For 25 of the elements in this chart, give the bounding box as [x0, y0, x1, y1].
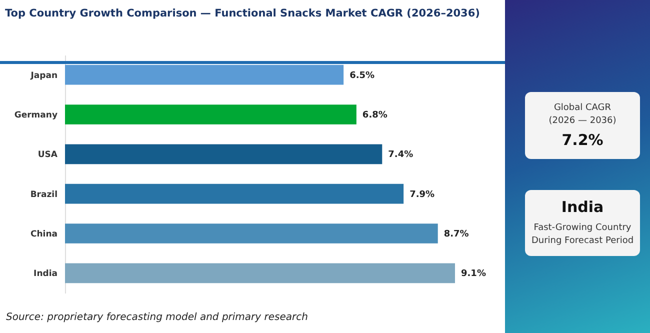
bar [65, 224, 438, 244]
y-tick-label: India [34, 269, 58, 280]
y-tick-label: USA [38, 150, 58, 160]
source-note: Source: proprietary forecasting model and primary research [6, 312, 308, 323]
data-label: 6.8% [362, 110, 388, 120]
bar [65, 184, 404, 204]
text: Fast-Growing Country [532, 222, 632, 235]
text: (2026 — 2036) [548, 115, 618, 128]
bar [65, 144, 382, 164]
y-tick-label: Brazil [30, 190, 58, 200]
y-tick-label: Germany [14, 110, 58, 120]
y-tick-label: China [30, 230, 58, 240]
data-label: 7.9% [410, 190, 435, 200]
y-tick-label: Japan [30, 70, 58, 81]
data-label: 7.4% [388, 150, 414, 160]
text: 7.2% [560, 131, 604, 149]
text: Global CAGR [552, 102, 612, 115]
data-label: 8.7% [444, 230, 469, 240]
data-label: 9.1% [461, 269, 486, 280]
bar [65, 263, 455, 284]
bar [65, 104, 356, 124]
text: India [560, 198, 605, 216]
text: During Forecast Period [530, 235, 635, 248]
data-label: 6.5% [350, 70, 375, 81]
chart-title: Top Country Growth Comparison — Functional Snacks Market CAGR (2026–2036) [5, 8, 480, 20]
